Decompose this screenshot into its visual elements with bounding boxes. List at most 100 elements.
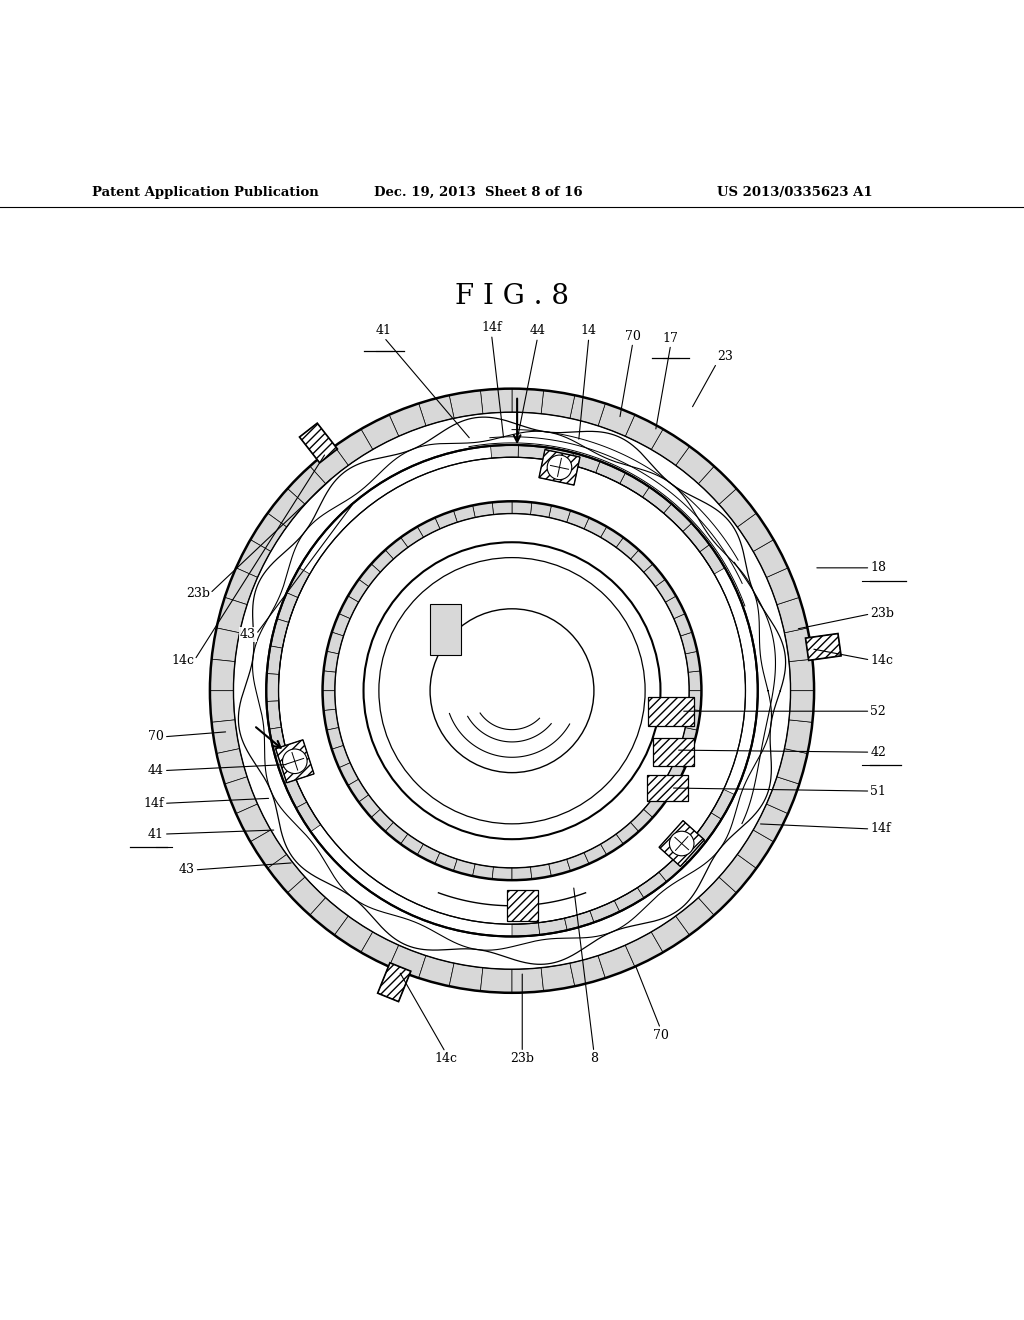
Text: 52: 52 xyxy=(870,705,886,718)
Wedge shape xyxy=(385,537,408,560)
Wedge shape xyxy=(696,813,722,842)
Text: 18: 18 xyxy=(870,561,887,574)
Wedge shape xyxy=(651,916,689,952)
Wedge shape xyxy=(310,446,348,483)
Wedge shape xyxy=(310,898,348,935)
Wedge shape xyxy=(493,502,512,515)
Wedge shape xyxy=(327,632,343,653)
Wedge shape xyxy=(400,527,424,548)
Wedge shape xyxy=(584,843,606,863)
Wedge shape xyxy=(454,506,475,523)
Wedge shape xyxy=(616,537,639,560)
Wedge shape xyxy=(666,763,685,785)
Wedge shape xyxy=(626,414,664,450)
Wedge shape xyxy=(224,776,258,813)
Wedge shape xyxy=(348,579,369,602)
Wedge shape xyxy=(389,404,426,437)
Wedge shape xyxy=(454,859,475,876)
Text: 18: 18 xyxy=(870,561,887,574)
Wedge shape xyxy=(685,709,700,730)
Wedge shape xyxy=(631,550,652,572)
Wedge shape xyxy=(435,511,458,529)
Wedge shape xyxy=(212,628,240,661)
Wedge shape xyxy=(530,865,551,879)
Polygon shape xyxy=(653,738,694,767)
Wedge shape xyxy=(549,506,570,523)
Wedge shape xyxy=(530,503,551,517)
Wedge shape xyxy=(216,598,247,632)
Wedge shape xyxy=(332,746,350,768)
Wedge shape xyxy=(766,568,800,605)
Wedge shape xyxy=(644,795,666,817)
Wedge shape xyxy=(664,504,692,532)
Wedge shape xyxy=(237,540,270,577)
Wedge shape xyxy=(288,876,326,915)
Wedge shape xyxy=(480,968,512,993)
Wedge shape xyxy=(679,834,706,863)
Polygon shape xyxy=(275,739,314,783)
Polygon shape xyxy=(299,424,338,463)
Text: 51: 51 xyxy=(870,784,887,797)
Wedge shape xyxy=(324,709,339,730)
Wedge shape xyxy=(512,968,544,993)
Polygon shape xyxy=(647,775,688,801)
Wedge shape xyxy=(323,690,336,710)
Text: 41: 41 xyxy=(376,325,392,338)
Text: 23b: 23b xyxy=(510,1052,535,1065)
Wedge shape xyxy=(666,597,685,619)
Wedge shape xyxy=(335,916,373,952)
Wedge shape xyxy=(638,873,667,898)
Wedge shape xyxy=(681,632,697,653)
Wedge shape xyxy=(570,453,600,473)
Wedge shape xyxy=(631,809,652,832)
Wedge shape xyxy=(512,867,531,880)
Wedge shape xyxy=(339,763,358,785)
Wedge shape xyxy=(754,804,787,842)
Text: 8: 8 xyxy=(590,1052,598,1065)
Wedge shape xyxy=(267,854,305,892)
Polygon shape xyxy=(430,603,461,655)
Wedge shape xyxy=(719,488,757,527)
Wedge shape xyxy=(450,964,483,991)
Wedge shape xyxy=(266,673,280,701)
Wedge shape xyxy=(480,388,512,413)
Text: 14f: 14f xyxy=(481,321,502,334)
Wedge shape xyxy=(270,619,289,648)
Wedge shape xyxy=(564,911,594,931)
Text: 14c: 14c xyxy=(870,653,893,667)
Polygon shape xyxy=(659,821,705,866)
Wedge shape xyxy=(419,395,454,426)
Polygon shape xyxy=(507,891,538,921)
Wedge shape xyxy=(335,429,373,466)
Wedge shape xyxy=(216,748,247,784)
Wedge shape xyxy=(570,956,605,986)
Wedge shape xyxy=(766,776,800,813)
Wedge shape xyxy=(385,822,408,843)
Wedge shape xyxy=(570,395,605,426)
Wedge shape xyxy=(737,830,773,869)
Circle shape xyxy=(283,748,307,774)
Wedge shape xyxy=(541,964,574,991)
Text: 70: 70 xyxy=(652,1028,669,1041)
Wedge shape xyxy=(719,854,757,892)
Wedge shape xyxy=(655,779,676,803)
Wedge shape xyxy=(450,391,483,418)
Text: 14: 14 xyxy=(581,325,597,338)
Wedge shape xyxy=(358,564,380,586)
Wedge shape xyxy=(332,614,350,636)
Wedge shape xyxy=(688,671,701,690)
Wedge shape xyxy=(512,502,531,515)
Text: 23: 23 xyxy=(717,350,733,363)
Text: 23b: 23b xyxy=(186,587,210,599)
Wedge shape xyxy=(549,859,570,876)
Wedge shape xyxy=(418,517,440,537)
Wedge shape xyxy=(372,809,393,832)
Wedge shape xyxy=(600,834,624,855)
Text: Dec. 19, 2013  Sheet 8 of 16: Dec. 19, 2013 Sheet 8 of 16 xyxy=(374,186,583,198)
Wedge shape xyxy=(348,779,369,803)
Wedge shape xyxy=(210,659,234,690)
Text: 14f: 14f xyxy=(870,822,891,836)
Wedge shape xyxy=(251,830,287,869)
Text: US 2013/0335623 A1: US 2013/0335623 A1 xyxy=(717,186,872,198)
Text: 17: 17 xyxy=(663,331,679,345)
